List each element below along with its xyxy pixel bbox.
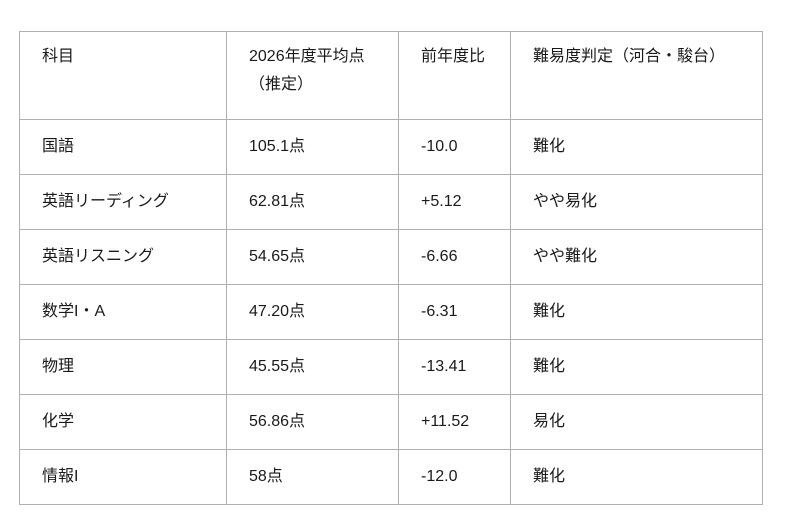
cell-subject: 英語リーディング [19, 174, 227, 230]
cell-yoy: -10.0 [398, 119, 511, 175]
cell-average-score: 105.1点 [226, 119, 399, 175]
cell-difficulty: 易化 [510, 394, 763, 450]
cell-subject: 国語 [19, 119, 227, 175]
score-table: 科目 2026年度平均点 （推定） 前年度比 難易度判定（河合・駿台） 国語 10… [19, 31, 763, 505]
cell-yoy: -6.31 [398, 284, 511, 340]
cell-difficulty: 難化 [510, 449, 763, 505]
cell-subject: 情報I [19, 449, 227, 505]
cell-difficulty: 難化 [510, 284, 763, 340]
cell-yoy: +11.52 [398, 394, 511, 450]
table-header: 科目 2026年度平均点 （推定） 前年度比 難易度判定（河合・駿台） [19, 31, 763, 120]
cell-difficulty: やや難化 [510, 229, 763, 285]
cell-average-score: 47.20点 [226, 284, 399, 340]
cell-average-score: 45.55点 [226, 339, 399, 395]
header-row: 科目 2026年度平均点 （推定） 前年度比 難易度判定（河合・駿台） [19, 31, 763, 120]
table-body: 国語 105.1点 -10.0 難化 英語リーディング 62.81点 +5.12 やや易化 英語… [19, 119, 763, 505]
header-yoy: 前年度比 [398, 31, 511, 120]
cell-subject: 数学I・A [19, 284, 227, 340]
header-average-score-line2: （推定） [249, 76, 314, 93]
cell-yoy: -6.66 [398, 229, 511, 285]
table-row: 数学I・A 47.20点 -6.31 難化 [19, 284, 763, 340]
cell-subject: 物理 [19, 339, 227, 395]
table-row: 国語 105.1点 -10.0 難化 [19, 119, 763, 175]
cell-average-score: 54.65点 [226, 229, 399, 285]
table-row: 物理 45.55点 -13.41 難化 [19, 339, 763, 395]
header-average-score: 2026年度平均点 （推定） [226, 31, 399, 120]
header-subject: 科目 [19, 31, 227, 120]
cell-yoy: -13.41 [398, 339, 511, 395]
cell-difficulty: 難化 [510, 119, 763, 175]
cell-average-score: 58点 [226, 449, 399, 505]
cell-subject: 英語リスニング [19, 229, 227, 285]
cell-average-score: 62.81点 [226, 174, 399, 230]
table-row: 英語リスニング 54.65点 -6.66 やや難化 [19, 229, 763, 285]
header-average-score-line1: 2026年度平均点 [249, 48, 365, 65]
table-row: 情報I 58点 -12.0 難化 [19, 449, 763, 505]
table-row: 英語リーディング 62.81点 +5.12 やや易化 [19, 174, 763, 230]
header-difficulty: 難易度判定（河合・駿台） [510, 31, 763, 120]
cell-difficulty: 難化 [510, 339, 763, 395]
table-row: 化学 56.86点 +11.52 易化 [19, 394, 763, 450]
cell-subject: 化学 [19, 394, 227, 450]
cell-yoy: +5.12 [398, 174, 511, 230]
cell-average-score: 56.86点 [226, 394, 399, 450]
cell-yoy: -12.0 [398, 449, 511, 505]
cell-difficulty: やや易化 [510, 174, 763, 230]
